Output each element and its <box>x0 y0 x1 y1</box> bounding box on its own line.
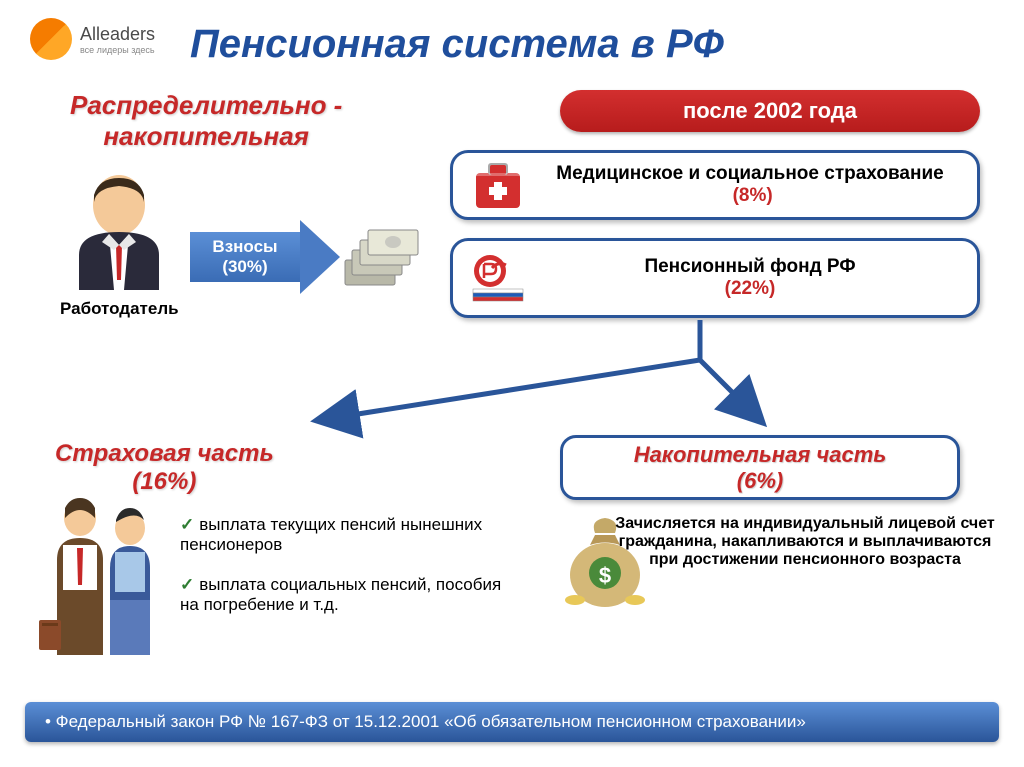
pension-fund-icon <box>468 251 528 306</box>
medical-insurance-box: Медицинское и социальное страхование (8%… <box>450 150 980 220</box>
bullet-1: ✓выплата текущих пенсий нынешних пенсион… <box>180 515 510 555</box>
employer-label: Работодатель <box>60 299 179 319</box>
year-badge: после 2002 года <box>560 90 980 132</box>
money-icon <box>340 225 425 290</box>
contrib-label: Взносы <box>212 237 277 256</box>
bullet-2: ✓выплата социальных пенсий, пособия на п… <box>180 575 510 615</box>
check-icon: ✓ <box>180 575 194 594</box>
pension-fund-text: Пенсионный фонд РФ (22%) <box>538 256 962 300</box>
logo-icon <box>30 18 72 60</box>
page-title: Пенсионная система в РФ <box>190 22 724 67</box>
subtitle: Распределительно - накопительная <box>70 90 342 152</box>
contributions-arrow: Взносы (30%) <box>190 220 350 295</box>
subtitle-line1: Распределительно - <box>70 90 342 120</box>
medical-kit-icon <box>468 158 528 213</box>
logo-tagline: все лидеры здесь <box>80 45 155 55</box>
savings-part-box: Накопительная часть (6%) <box>560 435 960 500</box>
pensioners-icon <box>35 490 170 665</box>
split-arrow <box>280 320 830 440</box>
subtitle-line2: накопительная <box>103 121 309 151</box>
insurance-part-title: Страховая часть (16%) <box>55 440 274 496</box>
employer-icon <box>64 170 174 290</box>
medical-text: Медицинское и социальное страхование (8%… <box>538 163 962 207</box>
employer-block: Работодатель <box>60 170 179 319</box>
savings-description: Зачисляется на индивидуальный лицевой сч… <box>610 515 1000 569</box>
savings-title-line2: (6%) <box>737 468 783 493</box>
logo: Alleaders все лидеры здесь <box>30 18 155 60</box>
pension-fund-box: Пенсионный фонд РФ (22%) <box>450 238 980 318</box>
contrib-pct: (30%) <box>222 257 267 276</box>
footer-law: • Федеральный закон РФ № 167-ФЗ от 15.12… <box>25 702 999 742</box>
logo-name: Alleaders <box>80 24 155 45</box>
savings-title-line1: Накопительная часть <box>634 442 887 467</box>
insurance-bullets: ✓выплата текущих пенсий нынешних пенсион… <box>180 515 510 635</box>
check-icon: ✓ <box>180 515 194 534</box>
